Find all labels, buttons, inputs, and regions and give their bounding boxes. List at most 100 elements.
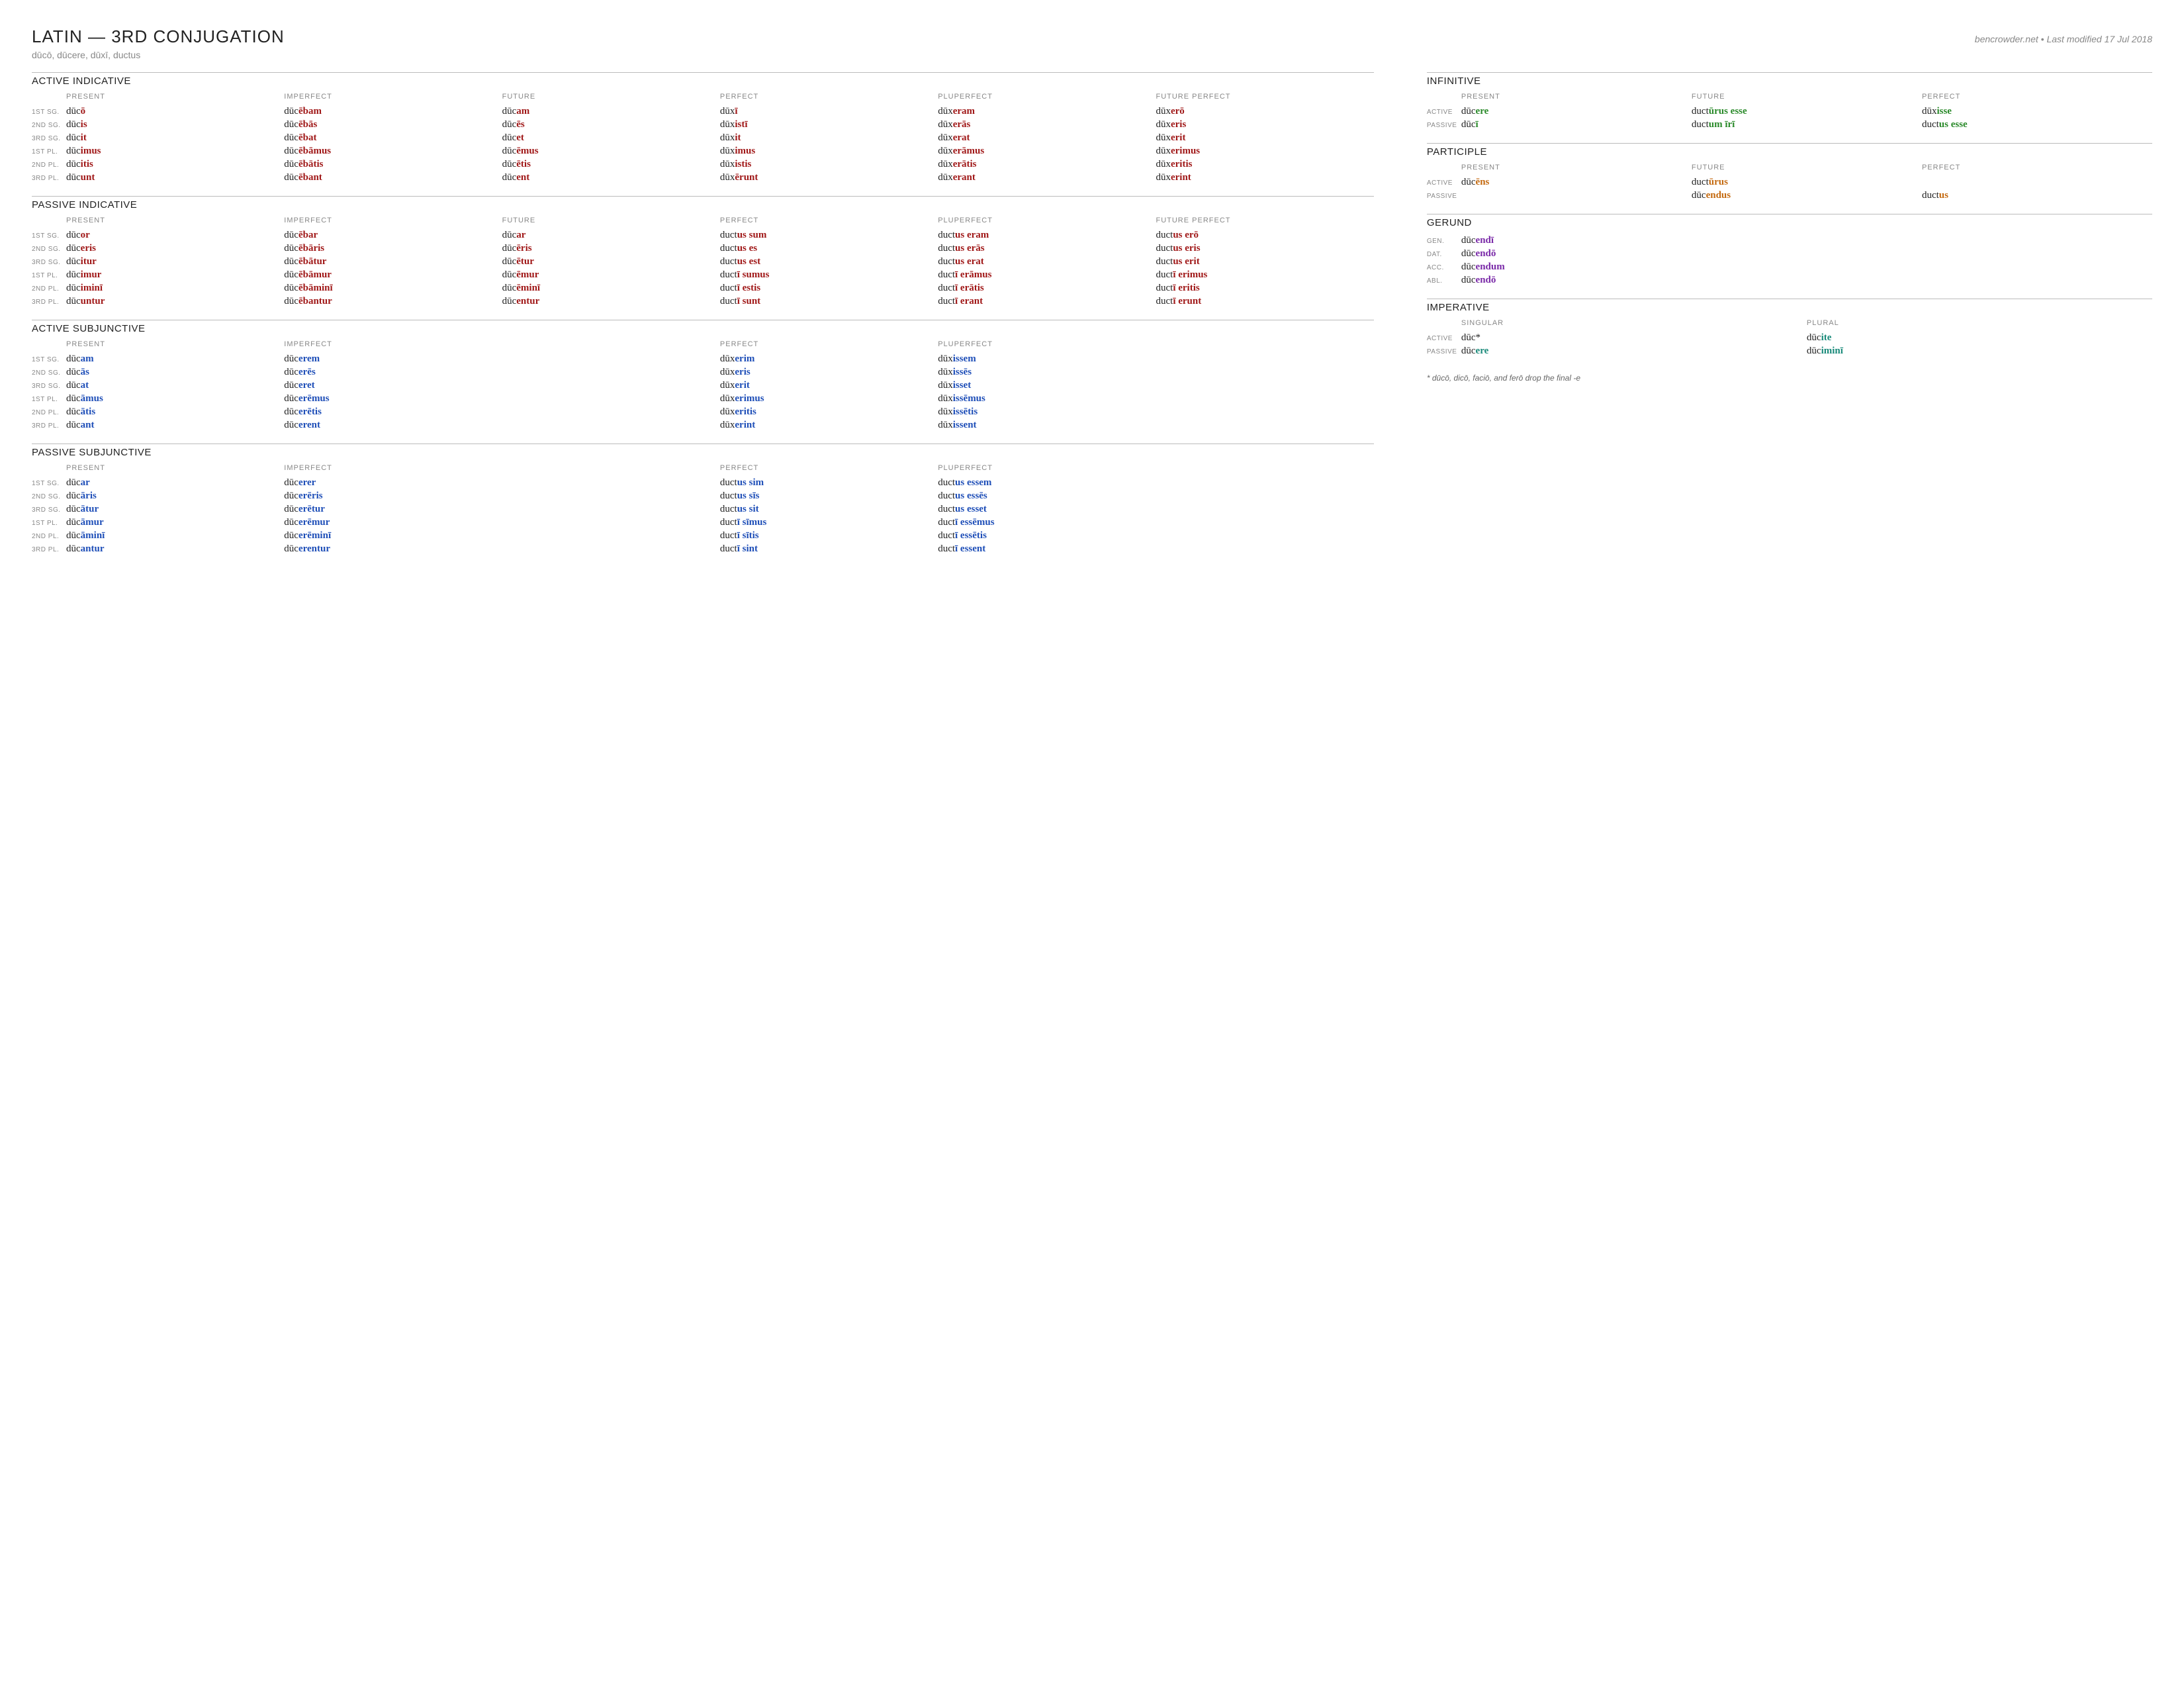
conjugation-cell: dūxerant [938, 171, 1156, 184]
conjugation-cell: dūcentur [502, 295, 720, 308]
column-header: PRESENT [1461, 92, 1692, 105]
section-passive-subjunctive: PASSIVE SUBJUNCTIVEPRESENTIMPERFECTPERFE… [32, 444, 1374, 555]
column-header: IMPERFECT [284, 216, 502, 228]
conjugation-cell: dūxeritis [1156, 158, 1373, 171]
conjugation-cell: ductum īrī [1692, 118, 1922, 131]
conjugation-cell: dūxeris [720, 365, 938, 379]
conjugation-cell: dūxerint [1156, 171, 1373, 184]
conjugation-cell: ductus sum [720, 228, 938, 242]
column-header: PERFECT [720, 340, 938, 352]
conjugation-cell: ductus sit [720, 502, 938, 516]
conjugation-cell: dūcāmur [66, 516, 284, 529]
column-header: PERFECT [720, 216, 938, 228]
conjugation-cell: dūcēbāminī [284, 281, 502, 295]
conjugation-cell: ductus eram [938, 228, 1156, 242]
section-title: GERUND [1427, 214, 2152, 228]
column-header: PERFECT [720, 92, 938, 105]
conjugation-cell: dūcendō [1461, 273, 2152, 287]
conjugation-cell: dūcere [1461, 344, 1807, 357]
conjugation-cell: ductus erit [1156, 255, 1373, 268]
conjugation-cell: dūcerēs [284, 365, 502, 379]
conjugation-cell: dūxerō [1156, 105, 1373, 118]
conjugation-cell: dūcī [1461, 118, 1692, 131]
conjugation-cell [502, 529, 720, 542]
conjugation-cell: dūxit [720, 131, 938, 144]
row-label: 3RD PL. [32, 295, 66, 308]
row-label: GEN. [1427, 234, 1461, 247]
section-title: PASSIVE SUBJUNCTIVE [32, 444, 1374, 458]
conjugation-cell: ductī sint [720, 542, 938, 555]
conjugation-cell: dūcar [502, 228, 720, 242]
column-header: PRESENT [66, 216, 284, 228]
conjugation-cell [502, 502, 720, 516]
conjugation-cell: dūcēbās [284, 118, 502, 131]
row-label: ACTIVE [1427, 175, 1461, 189]
column-header: FUTURE [502, 92, 720, 105]
column-header: IMPERFECT [284, 340, 502, 352]
row-label: 1ST SG. [32, 352, 66, 365]
conjugation-cell [1156, 502, 1373, 516]
section-passive-indicative: PASSIVE INDICATIVEPRESENTIMPERFECTFUTURE… [32, 196, 1374, 308]
conjugation-cell: dūcerētis [284, 405, 502, 418]
column-header [502, 340, 720, 352]
section-title: ACTIVE INDICATIVE [32, 72, 1374, 87]
conjugation-cell: dūcant [66, 418, 284, 432]
row-label: ACTIVE [1427, 105, 1461, 118]
conjugation-cell [502, 365, 720, 379]
conjugation-cell: ductus erās [938, 242, 1156, 255]
conjugation-cell: dūcēbantur [284, 295, 502, 308]
column-header: PLUPERFECT [938, 216, 1156, 228]
row-label: 1ST SG. [32, 105, 66, 118]
conjugation-cell: dūxerātis [938, 158, 1156, 171]
conjugation-cell: dūcerent [284, 418, 502, 432]
conjugation-cell: dūcēbar [284, 228, 502, 242]
conjugation-cell [1156, 405, 1373, 418]
conjugation-cell: ductus essēs [938, 489, 1156, 502]
conjugation-cell [502, 516, 720, 529]
conjugation-cell: dūcam [66, 352, 284, 365]
conjugation-cell: dūcāminī [66, 529, 284, 542]
section-title: IMPERATIVE [1427, 299, 2152, 313]
conjugation-cell: dūcerēmus [284, 392, 502, 405]
conjugation-cell: ductus es [720, 242, 938, 255]
row-label: 2ND PL. [32, 158, 66, 171]
conjugation-cell [1156, 516, 1373, 529]
conjugation-cell: dūcerer [284, 476, 502, 489]
conjugation-cell: dūcis [66, 118, 284, 131]
conjugation-cell [502, 405, 720, 418]
conjugation-cell: dūciminī [1807, 344, 2152, 357]
conjugation-cell: dūxerint [720, 418, 938, 432]
row-label: 1ST PL. [32, 516, 66, 529]
conjugation-cell: ductī erimus [1156, 268, 1373, 281]
conjugation-cell: ductī erātis [938, 281, 1156, 295]
conjugation-cell: dūcāmus [66, 392, 284, 405]
conjugation-cell: dūxisset [938, 379, 1156, 392]
conjugation-cell [1156, 352, 1373, 365]
conjugation-cell: dūcet [502, 131, 720, 144]
section-gerund: GERUNDGEN.dūcendīDAT.dūcendōACC.dūcendum… [1427, 214, 2152, 287]
conjugation-cell: dūcantur [66, 542, 284, 555]
conjugation-cell: ductus esset [938, 502, 1156, 516]
row-label: 2ND SG. [32, 489, 66, 502]
conjugation-cell: ductī sunt [720, 295, 938, 308]
conjugation-cell: dūxissētis [938, 405, 1156, 418]
conjugation-cell [1156, 476, 1373, 489]
section-active-indicative: ACTIVE INDICATIVEPRESENTIMPERFECTFUTUREP… [32, 72, 1374, 184]
conjugation-cell: ductus [1922, 189, 2152, 202]
conjugation-cell: dūcerēmur [284, 516, 502, 529]
conjugation-cell: ductī eritis [1156, 281, 1373, 295]
column-header: PRESENT [1461, 163, 1692, 175]
conjugation-cell: dūximus [720, 144, 938, 158]
conjugation-cell: dūcunt [66, 171, 284, 184]
conjugation-cell: dūcēbātur [284, 255, 502, 268]
row-label: 1ST SG. [32, 476, 66, 489]
conjugation-cell: dūcēbant [284, 171, 502, 184]
row-label: 3RD SG. [32, 255, 66, 268]
column-header: PERFECT [1922, 92, 2152, 105]
row-label: PASSIVE [1427, 118, 1461, 131]
conjugation-cell: ductūrus [1692, 175, 1922, 189]
section-title: ACTIVE SUBJUNCTIVE [32, 320, 1374, 334]
row-label: PASSIVE [1427, 189, 1461, 202]
conjugation-cell [1156, 529, 1373, 542]
row-label: 2ND SG. [32, 242, 66, 255]
